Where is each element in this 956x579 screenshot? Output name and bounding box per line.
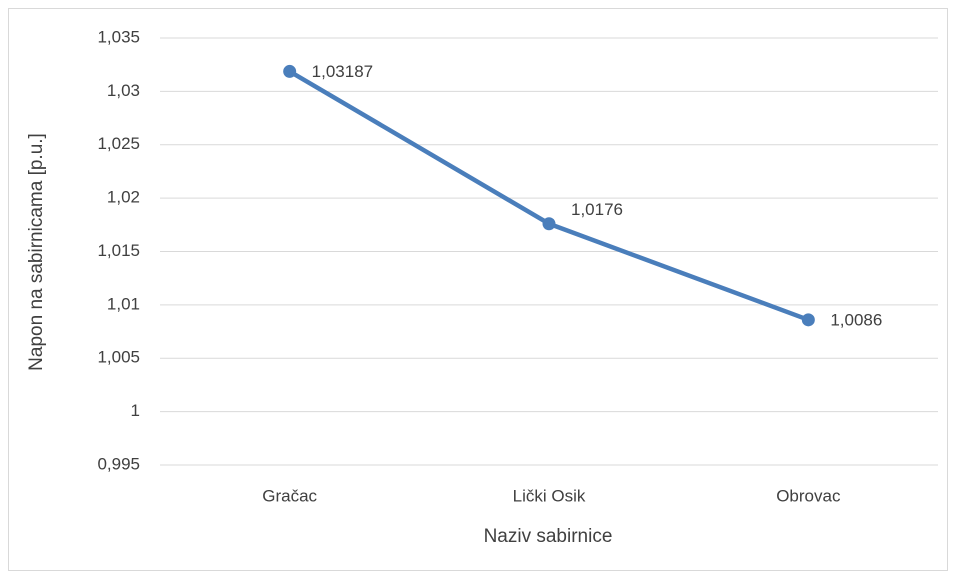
y-tick-label: 1: [131, 401, 140, 420]
x-tick-label: Obrovac: [776, 486, 841, 505]
y-axis-title: Napon na sabirnicama [p.u.]: [26, 133, 47, 371]
point: [542, 217, 556, 231]
data-label: 1,0176: [571, 200, 623, 219]
y-tick-label: 1,025: [97, 134, 140, 153]
y-tick-label: 1,01: [107, 294, 140, 313]
point: [283, 64, 297, 78]
y-tick-label: 1,03: [107, 81, 140, 100]
point: [801, 313, 815, 327]
y-tick-label: 1,02: [107, 188, 140, 207]
x-tick-label: Lički Osik: [513, 486, 586, 505]
chart-border: [8, 8, 948, 571]
data-label: 1,03187: [312, 62, 373, 81]
y-tick-label: 1,035: [97, 27, 140, 46]
x-axis-title: Naziv sabirnice: [484, 526, 613, 547]
x-tick-label: Gračac: [262, 486, 317, 505]
y-tick-label: 1,005: [97, 348, 140, 367]
y-tick-label: 1,015: [97, 241, 140, 260]
y-tick-label: 0,995: [97, 454, 140, 473]
data-label: 1,0086: [830, 310, 882, 329]
